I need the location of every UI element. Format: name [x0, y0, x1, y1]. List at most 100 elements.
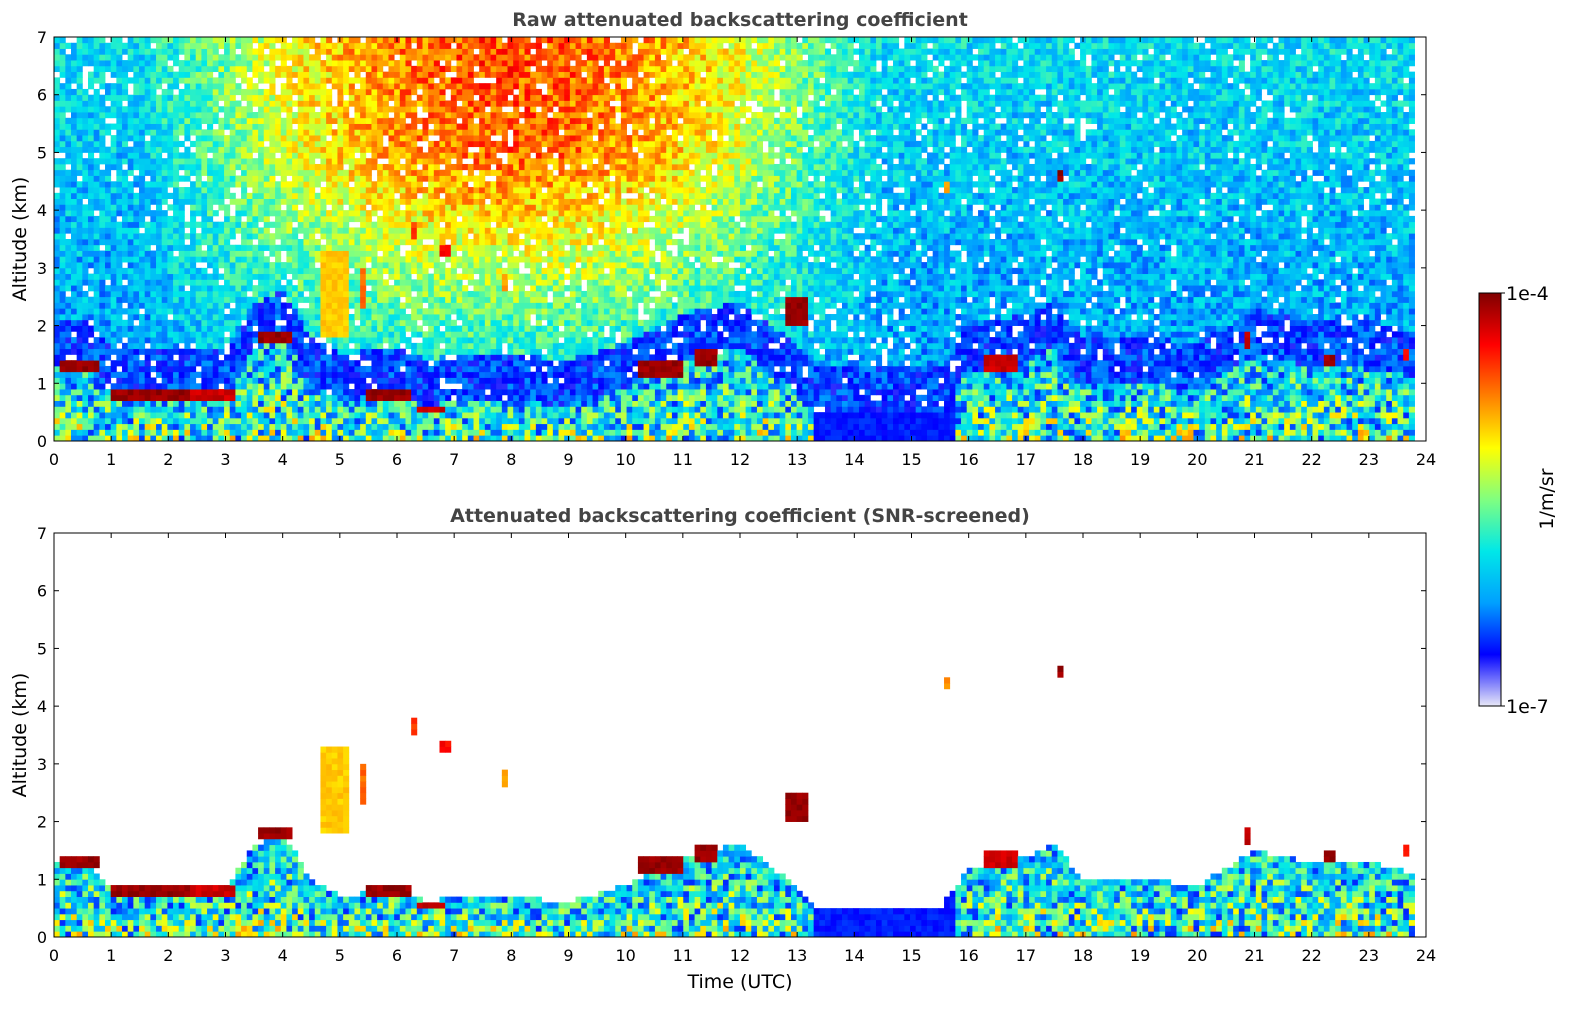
heatmap-cell — [218, 129, 225, 136]
heatmap-cell — [280, 106, 287, 113]
heatmap-cell — [229, 88, 236, 96]
heatmap-cell — [133, 365, 140, 373]
heatmap-cell — [428, 117, 435, 124]
heatmap-cell — [229, 135, 236, 142]
heatmap-cell — [365, 423, 372, 430]
heatmap-cell — [161, 412, 168, 419]
heatmap-cell — [246, 48, 253, 55]
heatmap-cell — [54, 198, 61, 205]
heatmap-cell — [462, 175, 469, 182]
heatmap-cell — [76, 54, 83, 61]
heatmap-cell — [439, 273, 446, 280]
heatmap-cell — [439, 152, 446, 159]
heatmap-cell — [433, 250, 440, 257]
heatmap-cell — [405, 135, 412, 142]
heatmap-cell — [280, 152, 287, 159]
heatmap-cell — [263, 163, 270, 171]
heatmap-cell — [405, 106, 412, 113]
heatmap-cell — [303, 169, 310, 176]
heatmap-cell — [218, 158, 225, 165]
heatmap-cell — [241, 394, 248, 401]
heatmap-cell — [93, 394, 100, 401]
heatmap-cell — [394, 302, 401, 309]
heatmap-cell — [116, 175, 123, 182]
heatmap-cell — [161, 169, 168, 176]
heatmap-cell — [354, 429, 361, 436]
heatmap-cell — [399, 198, 406, 205]
heatmap-cell — [462, 273, 469, 280]
heatmap-cell — [280, 273, 287, 280]
heatmap-cell — [76, 342, 83, 350]
heatmap-cell — [224, 267, 231, 275]
heatmap-cell — [207, 233, 214, 240]
heatmap-cell — [207, 123, 214, 130]
heatmap-cell — [82, 337, 89, 344]
heatmap-cell — [326, 146, 333, 153]
heatmap-cell — [110, 273, 117, 280]
heatmap-cell — [354, 106, 361, 113]
heatmap-cell — [178, 371, 185, 378]
heatmap-cell — [207, 117, 214, 124]
heatmap-cell — [309, 267, 316, 275]
heatmap-cell — [399, 233, 406, 240]
heatmap-cell — [269, 371, 276, 378]
heatmap-cell — [286, 383, 293, 390]
heatmap-cell — [207, 256, 214, 263]
heatmap-cell — [224, 273, 231, 280]
heatmap-cell — [110, 135, 117, 142]
heatmap-cell — [331, 135, 338, 142]
heatmap-cell — [76, 383, 83, 390]
heatmap-cell — [354, 400, 361, 407]
heatmap-cell — [59, 331, 66, 338]
heatmap-cell — [439, 406, 446, 413]
heatmap-cell — [320, 77, 327, 84]
heatmap-cell — [190, 65, 197, 73]
heatmap-cell — [139, 221, 146, 228]
heatmap-cell — [212, 285, 219, 292]
heatmap-cell — [122, 175, 129, 182]
heatmap-cell — [314, 88, 321, 96]
heatmap-cell — [467, 71, 474, 78]
heatmap-cell — [54, 435, 61, 442]
heatmap-cell — [354, 394, 361, 401]
heatmap-cell — [360, 106, 367, 113]
heatmap-cell — [382, 54, 389, 61]
heatmap-cell — [71, 279, 78, 286]
heatmap-cell — [263, 158, 270, 165]
heatmap-cell — [467, 221, 474, 228]
heatmap-cell — [405, 233, 412, 240]
heatmap-cell — [479, 406, 486, 413]
heatmap-cell — [173, 42, 180, 49]
heatmap-cell — [286, 290, 293, 298]
heatmap-cell — [229, 163, 236, 171]
heatmap-cell — [144, 423, 151, 430]
heatmap-cell — [65, 187, 72, 194]
heatmap-cell — [54, 337, 61, 344]
heatmap-cell — [71, 192, 78, 199]
heatmap-cell — [326, 152, 333, 159]
heatmap-cell — [71, 256, 78, 263]
heatmap-cell — [99, 296, 106, 303]
heatmap-cell — [229, 158, 236, 165]
heatmap-cell — [144, 354, 151, 361]
heatmap-cell — [195, 412, 202, 419]
heatmap-cell — [201, 279, 208, 286]
heatmap-cell — [303, 267, 310, 275]
heatmap-cell — [71, 319, 78, 326]
heatmap-cell — [269, 129, 276, 136]
heatmap-cell — [54, 83, 61, 90]
heatmap-cell — [218, 37, 225, 44]
heatmap-cell — [178, 429, 185, 436]
heatmap-cell — [456, 204, 463, 211]
heatmap-cell — [450, 192, 457, 199]
heatmap-cell — [184, 65, 191, 73]
heatmap-cell — [467, 198, 474, 205]
heatmap-cell — [445, 158, 452, 165]
heatmap-cell — [360, 342, 367, 350]
heatmap-cell — [269, 71, 276, 78]
heatmap-cell — [297, 129, 304, 136]
heatmap-cell — [286, 88, 293, 96]
heatmap-cell — [473, 319, 480, 326]
heatmap-cell — [93, 112, 100, 119]
heatmap-cell — [252, 319, 259, 326]
